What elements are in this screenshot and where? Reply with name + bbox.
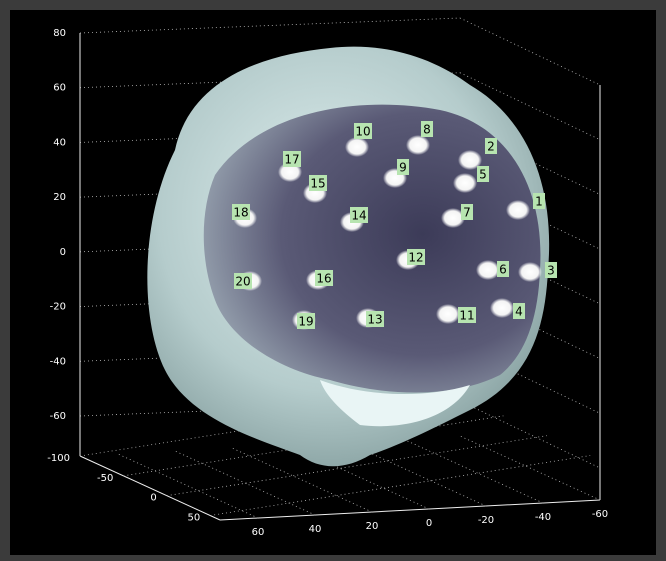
electrode <box>518 262 542 282</box>
y-tick-label: -100 <box>47 453 70 464</box>
electrode-label: 19 <box>298 315 313 329</box>
x-tick-label: 60 <box>252 527 265 538</box>
electrode-label: 20 <box>235 275 250 289</box>
z-tick-label: 0 <box>60 247 66 258</box>
electrode <box>453 173 477 193</box>
electrode-label: 8 <box>423 123 431 137</box>
x-tick-label: -40 <box>535 512 551 523</box>
electrode-label: 16 <box>316 272 331 286</box>
x-tick-label: -60 <box>592 509 608 520</box>
electrode-label: 14 <box>351 209 366 223</box>
electrode-label: 3 <box>547 264 555 278</box>
electrode <box>345 137 369 157</box>
x-tick-label: 40 <box>309 524 322 535</box>
electrode-label: 1 <box>535 195 543 209</box>
electrode-label: 2 <box>487 140 495 154</box>
electrode <box>506 200 530 220</box>
z-tick-label: -60 <box>50 411 66 422</box>
electrode-label: 15 <box>310 177 325 191</box>
electrode-label: 5 <box>479 168 487 182</box>
z-tick-label: 40 <box>53 137 66 148</box>
electrode <box>490 298 514 318</box>
z-tick-label: 80 <box>53 28 66 39</box>
electrode <box>476 260 500 280</box>
electrode-label: 4 <box>515 305 523 319</box>
electrode-label: 9 <box>399 161 407 175</box>
electrode <box>406 135 430 155</box>
electrode-label: 11 <box>459 309 474 323</box>
electrode-label: 10 <box>355 125 370 139</box>
electrode-label: 13 <box>367 313 382 327</box>
y-tick-label: 50 <box>187 513 200 524</box>
y-tick-label: -50 <box>97 473 113 484</box>
electrode <box>436 304 460 324</box>
electrode-label: 18 <box>233 206 248 220</box>
z-tick-label: 20 <box>53 192 66 203</box>
z-tick-label: 60 <box>53 83 66 94</box>
z-tick-label: -20 <box>50 302 66 313</box>
y-tick-label: 0 <box>150 493 156 504</box>
x-tick-label: -20 <box>478 515 494 526</box>
chart: 1234567891011121314151617181920 80604020… <box>0 0 666 561</box>
z-tick-label: -40 <box>50 356 66 367</box>
x-tick-label: 20 <box>366 521 379 532</box>
x-tick-label: 0 <box>426 518 432 529</box>
electrode-label: 12 <box>408 251 423 265</box>
electrode-label: 17 <box>284 153 299 167</box>
electrode-label: 6 <box>499 263 507 277</box>
electrode-label: 7 <box>463 206 471 220</box>
